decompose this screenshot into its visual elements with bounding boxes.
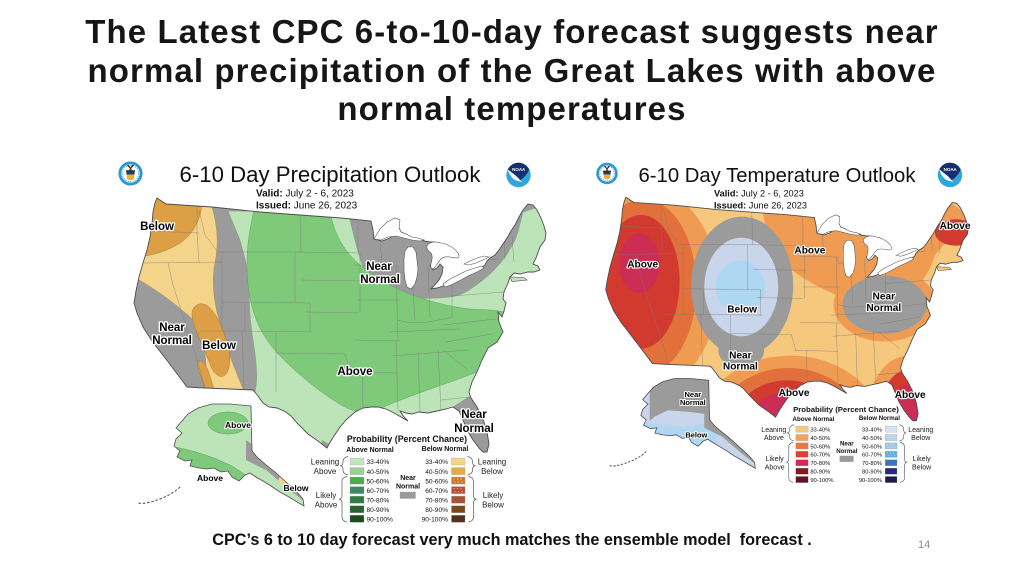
svg-text:Above: Above [314, 467, 337, 476]
svg-text:Above: Above [627, 260, 658, 271]
svg-text:Below: Below [202, 340, 236, 352]
svg-text:Above: Above [779, 388, 810, 399]
svg-text:Normal: Normal [396, 484, 420, 491]
svg-text:Normal: Normal [723, 362, 758, 373]
svg-text:80-90%: 80-90% [367, 507, 390, 514]
svg-text:Issued: June 26, 2023: Issued: June 26, 2023 [256, 201, 358, 212]
svg-text:Issued: June 26, 2023: Issued: June 26, 2023 [714, 201, 807, 211]
svg-text:Likely: Likely [766, 456, 784, 463]
svg-text:Below: Below [685, 430, 707, 439]
svg-text:50-60%: 50-60% [367, 478, 390, 485]
svg-text:Normal: Normal [680, 398, 706, 407]
svg-text:70-80%: 70-80% [367, 497, 390, 504]
svg-text:Likely: Likely [483, 491, 503, 500]
svg-text:33-40%: 33-40% [367, 459, 390, 466]
svg-text:Near: Near [366, 261, 392, 273]
svg-text:33-40%: 33-40% [425, 459, 448, 466]
svg-text:Normal: Normal [836, 448, 857, 455]
svg-text:80-90%: 80-90% [810, 469, 830, 475]
svg-text:90-100%: 90-100% [367, 517, 394, 524]
svg-text:Above: Above [940, 221, 971, 232]
svg-text:80-90%: 80-90% [425, 507, 448, 514]
svg-text:70-80%: 70-80% [425, 497, 448, 504]
svg-text:90-100%: 90-100% [859, 478, 882, 484]
svg-text:Probability (Percent Chance): Probability (Percent Chance) [347, 434, 467, 444]
svg-text:40-50%: 40-50% [862, 436, 882, 442]
svg-text:Normal: Normal [360, 274, 400, 286]
svg-text:Above: Above [197, 473, 223, 483]
svg-text:Near: Near [873, 291, 896, 302]
svg-text:Near: Near [729, 350, 752, 361]
svg-text:Below: Below [912, 465, 932, 472]
svg-text:Near: Near [461, 409, 487, 421]
svg-text:Above: Above [764, 435, 784, 442]
svg-text:Below Normal: Below Normal [422, 446, 469, 453]
svg-text:80-90%: 80-90% [862, 469, 882, 475]
svg-text:Above: Above [337, 366, 372, 378]
svg-text:6-10 Day Precipitation Outlook: 6-10 Day Precipitation Outlook [180, 162, 482, 187]
svg-text:Below: Below [481, 467, 503, 476]
svg-text:33-40%: 33-40% [810, 427, 830, 433]
svg-text:Below: Below [911, 435, 931, 442]
svg-text:60-70%: 60-70% [425, 488, 448, 495]
svg-text:50-60%: 50-60% [810, 444, 830, 450]
svg-text:Likely: Likely [316, 491, 336, 500]
svg-text:Near: Near [400, 475, 416, 482]
svg-text:Likely: Likely [913, 456, 931, 463]
svg-text:Below Normal: Below Normal [859, 415, 900, 422]
svg-text:60-70%: 60-70% [367, 488, 390, 495]
svg-text:Normal: Normal [152, 335, 192, 347]
svg-text:90-100%: 90-100% [422, 517, 449, 524]
svg-text:Normal: Normal [454, 423, 494, 435]
svg-text:Leaning: Leaning [478, 458, 506, 467]
svg-text:Leaning: Leaning [311, 458, 339, 467]
svg-text:Near: Near [159, 322, 185, 334]
svg-text:Above: Above [895, 390, 926, 401]
svg-text:Near: Near [685, 390, 702, 399]
svg-text:Above Normal: Above Normal [346, 447, 394, 454]
svg-text:50-60%: 50-60% [862, 444, 882, 450]
svg-text:60-70%: 60-70% [810, 453, 830, 459]
svg-text:Near: Near [840, 440, 854, 447]
svg-text:Leaning: Leaning [908, 427, 933, 434]
svg-text:70-80%: 70-80% [862, 461, 882, 467]
svg-text:50-60%: 50-60% [425, 478, 448, 485]
svg-text:40-50%: 40-50% [367, 469, 390, 476]
svg-text:90-100%: 90-100% [810, 478, 833, 484]
svg-text:Normal: Normal [866, 303, 901, 314]
svg-text:40-50%: 40-50% [810, 436, 830, 442]
svg-text:70-80%: 70-80% [810, 461, 830, 467]
svg-text:Leaning: Leaning [761, 427, 786, 434]
svg-text:6-10 Day Temperature Outlook: 6-10 Day Temperature Outlook [639, 165, 917, 187]
svg-text:Above: Above [765, 465, 785, 472]
svg-text:Below: Below [482, 501, 504, 510]
svg-text:40-50%: 40-50% [425, 469, 448, 476]
svg-text:Valid: July 2 - 6, 2023: Valid: July 2 - 6, 2023 [714, 189, 804, 199]
svg-text:Valid: July 2 - 6, 2023: Valid: July 2 - 6, 2023 [256, 189, 354, 200]
svg-text:Below: Below [283, 483, 308, 493]
svg-text:Above: Above [794, 246, 825, 257]
svg-text:NOAA: NOAA [512, 167, 526, 172]
svg-text:Above: Above [315, 501, 338, 510]
svg-text:Probability (Percent Chance): Probability (Percent Chance) [793, 405, 899, 414]
svg-text:Below: Below [727, 305, 757, 316]
svg-text:60-70%: 60-70% [862, 453, 882, 459]
svg-text:Above Normal: Above Normal [793, 416, 835, 423]
svg-text:NOAA: NOAA [944, 167, 958, 172]
svg-text:Above: Above [225, 420, 251, 430]
svg-text:Below: Below [140, 221, 174, 233]
svg-text:33-40%: 33-40% [862, 427, 882, 433]
